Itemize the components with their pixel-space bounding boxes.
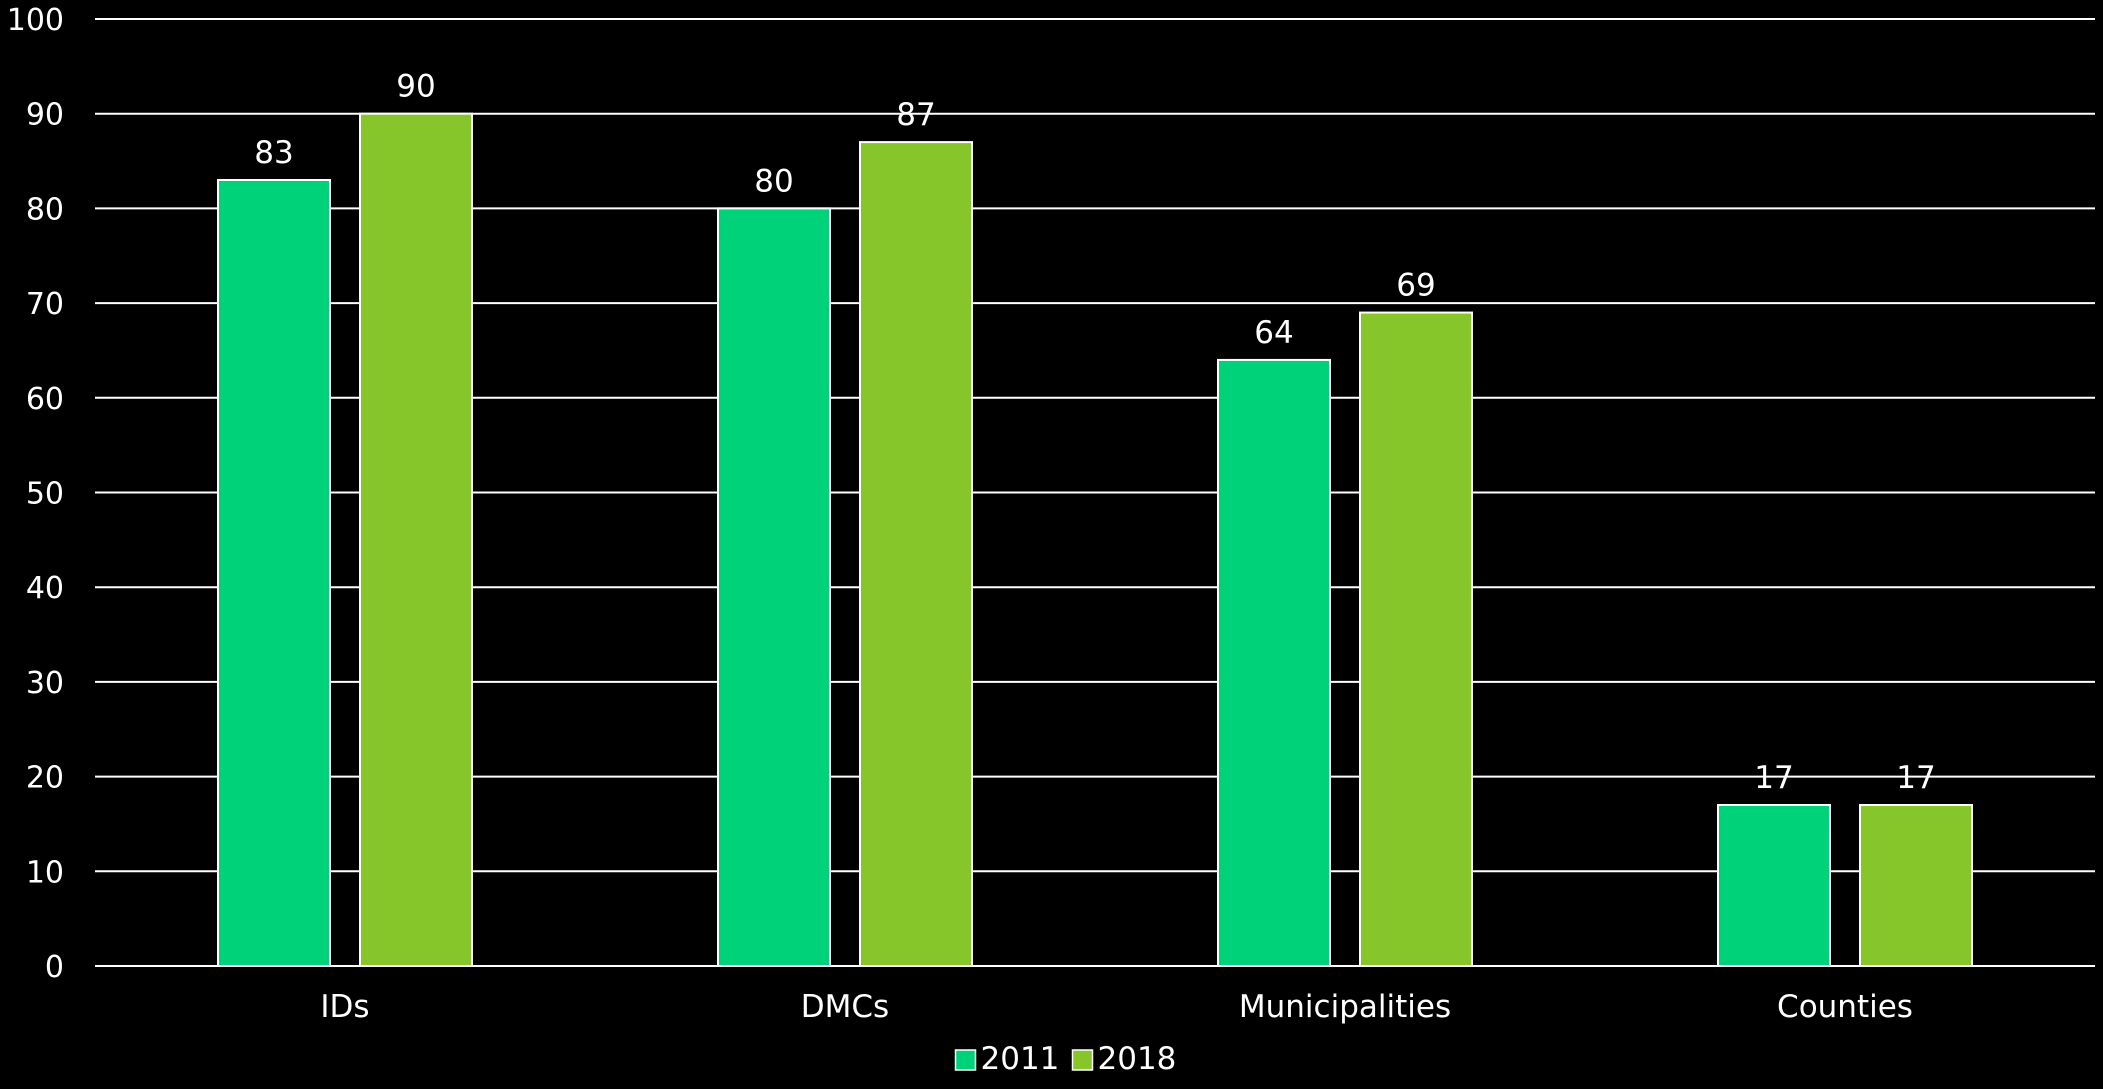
data-label: 87 <box>896 97 935 133</box>
bar-counties-2011[interactable] <box>1717 804 1831 968</box>
bar-counties-2018[interactable] <box>1859 804 1973 968</box>
bars <box>217 112 1973 968</box>
x-category-label: Counties <box>1777 989 1913 1025</box>
y-tick-label: 70 <box>26 287 64 322</box>
legend[interactable]: 2011 2018 <box>954 1041 1177 1077</box>
y-tick-label: 40 <box>26 571 64 606</box>
y-tick-label: 90 <box>26 98 64 133</box>
y-tick-label: 50 <box>26 477 64 512</box>
y-tick-label: 60 <box>26 382 64 417</box>
y-tick-label: 30 <box>26 666 64 701</box>
data-labels: 83 90 80 87 64 69 17 17 <box>254 69 1935 796</box>
bar-ids-2018[interactable] <box>359 112 473 967</box>
legend-swatch <box>954 1049 977 1071</box>
legend-swatch <box>1071 1049 1094 1071</box>
data-label: 64 <box>1254 315 1293 351</box>
legend-item-2011[interactable]: 2011 <box>954 1041 1060 1077</box>
data-label: 17 <box>1896 760 1935 796</box>
bar-dmcs-2011[interactable] <box>717 207 831 967</box>
legend-label: 2018 <box>1098 1041 1177 1077</box>
y-tick-label: 0 <box>45 950 64 985</box>
bar-dmcs-2018[interactable] <box>859 141 973 968</box>
data-label: 17 <box>1754 760 1793 796</box>
y-tick-label: 80 <box>26 192 64 227</box>
legend-item-2018[interactable]: 2018 <box>1071 1041 1177 1077</box>
x-axis: IDs DMCs Municipalities Counties <box>320 989 1913 1025</box>
y-axis: 0 10 20 30 40 50 60 70 80 90 100 <box>7 3 64 985</box>
bar-ids-2011[interactable] <box>217 178 331 968</box>
bar-municipalities-2018[interactable] <box>1359 311 1473 967</box>
legend-label: 2011 <box>981 1041 1060 1077</box>
y-tick-label: 100 <box>7 3 64 38</box>
y-tick-label: 10 <box>26 855 64 890</box>
data-label: 69 <box>1396 268 1435 304</box>
data-label: 90 <box>396 69 435 105</box>
x-category-label: DMCs <box>801 989 889 1025</box>
x-category-label: IDs <box>320 989 369 1025</box>
x-category-label: Municipalities <box>1239 989 1451 1025</box>
data-label: 83 <box>254 135 293 171</box>
y-tick-label: 20 <box>26 761 64 796</box>
data-label: 80 <box>754 163 793 199</box>
bar-municipalities-2011[interactable] <box>1217 358 1331 968</box>
